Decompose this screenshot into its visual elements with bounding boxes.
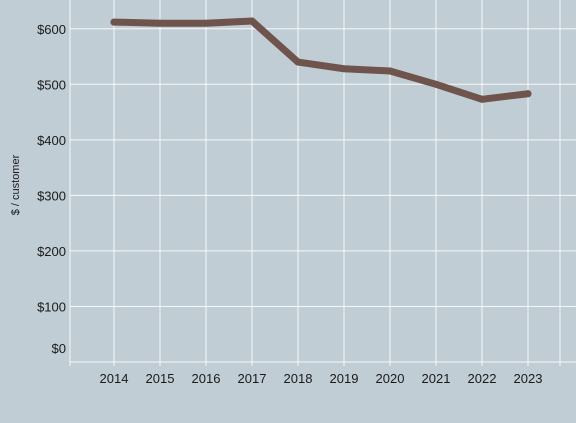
data-point — [110, 18, 118, 26]
x-tick-label: 2019 — [330, 371, 359, 386]
data-point — [386, 67, 394, 75]
data-point — [202, 19, 210, 27]
x-tick-label: 2018 — [284, 371, 313, 386]
data-point — [478, 95, 486, 103]
series-line — [110, 17, 532, 103]
y-axis-tick-labels: $0 $100 $200 $300 $400 $500 $600 — [37, 22, 66, 356]
x-tick-label: 2020 — [376, 371, 405, 386]
x-tick-label: 2014 — [100, 371, 129, 386]
y-tick-label: $500 — [37, 77, 66, 92]
y-tick-label: $200 — [37, 244, 66, 259]
x-tick-label: 2022 — [468, 371, 497, 386]
y-tick-label: $300 — [37, 188, 66, 203]
y-tick-label: $600 — [37, 22, 66, 37]
data-point — [340, 65, 348, 73]
data-point — [432, 80, 440, 88]
data-point — [524, 90, 532, 98]
series — [110, 17, 532, 103]
y-tick-label: $100 — [37, 299, 66, 314]
x-tick-label: 2017 — [238, 371, 267, 386]
y-tick-label: $0 — [52, 341, 66, 356]
x-tick-label: 2016 — [192, 371, 221, 386]
data-point — [294, 58, 302, 66]
x-tick-label: 2015 — [146, 371, 175, 386]
x-axis-tick-labels: 2014 2015 2016 2017 2018 2019 2020 2021 2022 2023 — [100, 371, 543, 386]
x-tick-label: 2021 — [422, 371, 451, 386]
data-point — [248, 17, 256, 25]
data-point — [156, 19, 164, 27]
x-tick-label: 2023 — [514, 371, 543, 386]
y-axis-label: $ / customer — [10, 154, 22, 215]
grid — [69, 0, 576, 366]
y-tick-label: $400 — [37, 133, 66, 148]
